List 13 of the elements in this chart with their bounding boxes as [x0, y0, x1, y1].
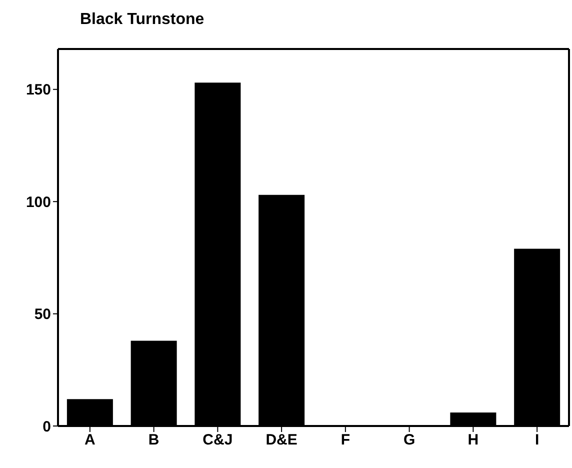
y-tick-label: 150	[26, 82, 51, 99]
chart-title: Black Turnstone	[80, 11, 204, 29]
x-tick-label: B	[148, 432, 160, 449]
x-tick-label: A	[84, 432, 96, 449]
y-tick-label: 100	[26, 194, 51, 211]
x-tick-label: F	[340, 432, 350, 449]
x-tick-label: G	[403, 432, 416, 449]
x-tick-label: D&E	[266, 432, 298, 449]
y-tick-label: 50	[34, 306, 51, 324]
y-tick-label: 0	[42, 418, 51, 436]
x-tick-label: H	[468, 432, 479, 449]
x-tick-label: C&J	[202, 432, 233, 449]
x-tick-label: I	[534, 432, 540, 449]
